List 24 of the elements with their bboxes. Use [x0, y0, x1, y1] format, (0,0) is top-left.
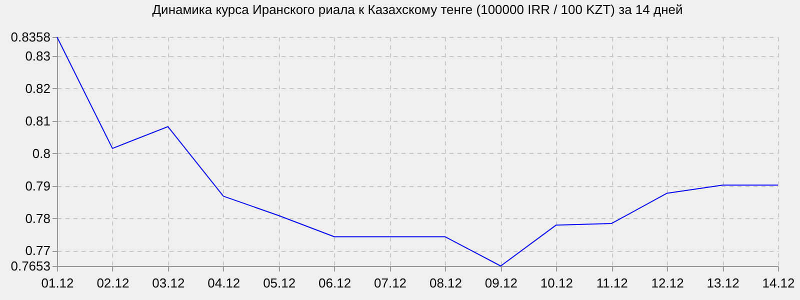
y-tick-label: 0.8	[32, 146, 50, 161]
x-tick-label: 08.12	[429, 276, 462, 290]
x-tick-label: 05.12	[263, 276, 296, 290]
x-tick-label: 14.12	[762, 276, 795, 290]
x-tick-label: 03.12	[152, 276, 185, 290]
x-tick-label: 12.12	[651, 276, 684, 290]
y-tick-label: 0.77	[25, 243, 50, 258]
y-tick-label: 0.8358	[10, 30, 50, 44]
x-tick-label: 06.12	[318, 276, 352, 290]
x-tick-label: 01.12	[41, 276, 74, 290]
x-tick-label: 09.12	[484, 276, 518, 290]
x-tick-label: 04.12	[208, 276, 240, 290]
y-tick-label: 0.7653	[10, 258, 50, 274]
y-tick-label: 0.79	[25, 178, 50, 194]
y-tick-label: 0.82	[25, 80, 50, 96]
x-tick-label: 10.12	[540, 276, 573, 290]
y-tick-label: 0.78	[25, 210, 50, 226]
x-tick-label: 02.12	[96, 276, 130, 290]
x-tick-label: 07.12	[374, 276, 407, 290]
y-tick-label: 0.83	[25, 48, 50, 64]
y-tick-label: 0.81	[25, 113, 50, 128]
x-tick-label: 11.12	[596, 276, 628, 290]
chart-title: Динамика курса Иранского риала к Казахскому тенге (100000 IRR / 100 KZT) за 14 дней	[152, 2, 683, 17]
x-tick-label: 13.12	[706, 276, 740, 290]
